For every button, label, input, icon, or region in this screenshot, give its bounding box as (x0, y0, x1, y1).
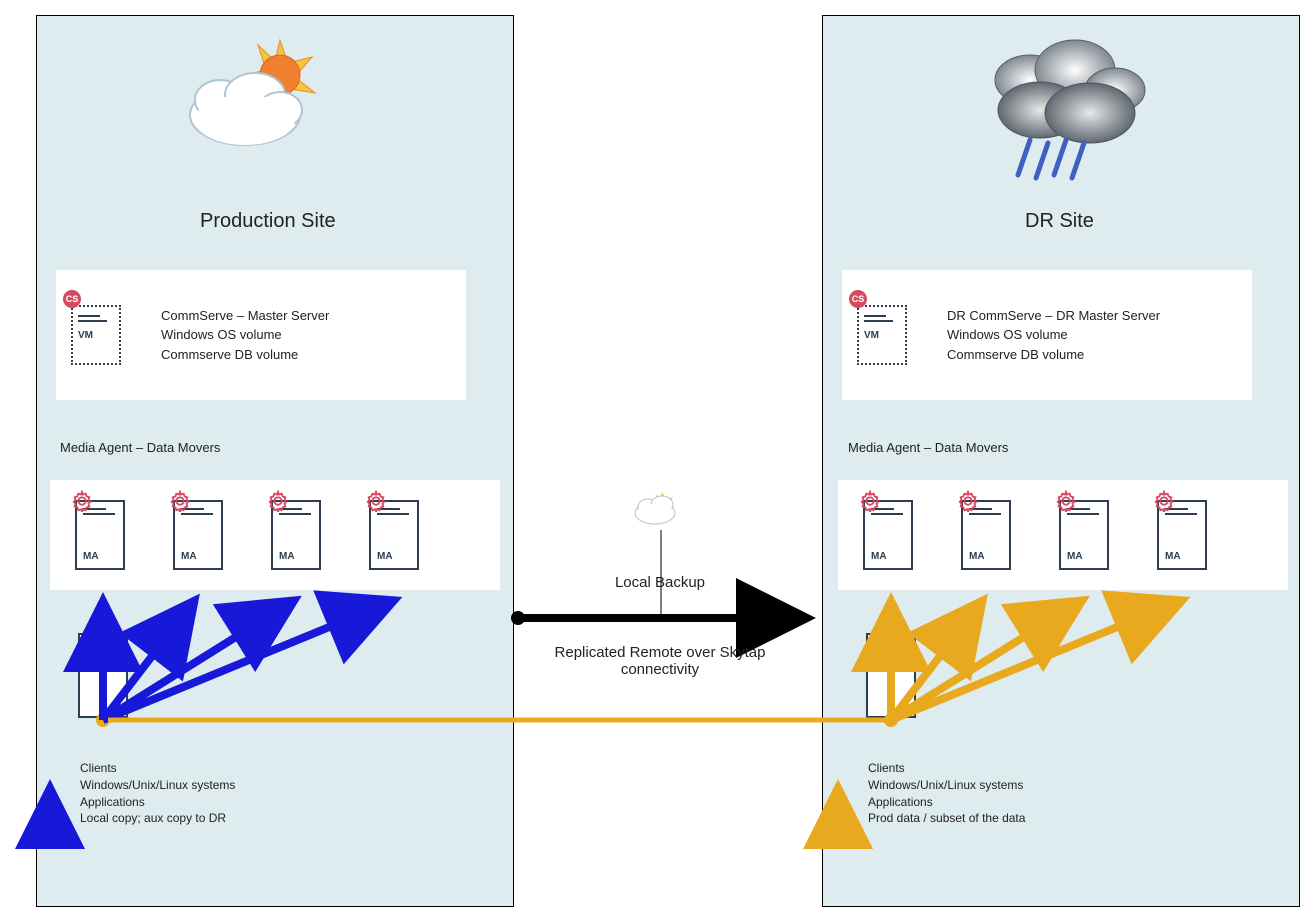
gear-icon (859, 490, 881, 512)
ma-box: MA (271, 500, 321, 570)
gear-icon (957, 490, 979, 512)
dr-clients-text: Clients Windows/Unix/Linux systems Appli… (868, 760, 1025, 827)
gear-icon (1153, 490, 1175, 512)
vm-icon: CS VM (857, 295, 927, 375)
ma-box: MA (1059, 500, 1109, 570)
ma-box: MA (1157, 500, 1207, 570)
storm-cloud-icon (970, 25, 1170, 205)
dr-media-label: Media Agent – Data Movers (848, 440, 1008, 455)
vm-icon: CS VM (71, 295, 141, 375)
gear-icon (1055, 490, 1077, 512)
gear-icon (365, 490, 387, 512)
client-box (866, 633, 916, 718)
production-client-wrap (70, 625, 136, 726)
production-media-label: Media Agent – Data Movers (60, 440, 220, 455)
dr-cs-card: CS VM DR CommServe – DR Master Server Wi… (842, 270, 1252, 400)
production-ma-strip: MA MA MA MA (50, 480, 500, 590)
production-cs-card: CS VM CommServe – Master Server Windows … (56, 270, 466, 400)
local-backup-label: Local Backup (560, 570, 760, 595)
dr-ma-strip: MA MA MA MA (838, 480, 1288, 590)
dr-title: DR Site (1025, 210, 1094, 233)
client-box (78, 633, 128, 718)
ma-box: MA (961, 500, 1011, 570)
dr-client-wrap (858, 625, 924, 726)
gear-icon (71, 490, 93, 512)
replicated-label: Replicated Remote over Skytap connectivi… (530, 640, 790, 682)
production-clients-text: Clients Windows/Unix/Linux systems Appli… (80, 760, 235, 827)
dr-cs-text: DR CommServe – DR Master Server Windows … (947, 306, 1160, 365)
gear-icon (169, 490, 191, 512)
ma-box: MA (173, 500, 223, 570)
sun-cloud-icon (170, 20, 350, 180)
gear-icon (267, 490, 289, 512)
ma-box: MA (369, 500, 419, 570)
production-cs-text: CommServe – Master Server Windows OS vol… (161, 306, 329, 365)
cs-badge: CS (849, 290, 867, 308)
ma-box: MA (863, 500, 913, 570)
production-title: Production Site (200, 210, 336, 233)
cs-badge: CS (63, 290, 81, 308)
ma-box: MA (75, 500, 125, 570)
